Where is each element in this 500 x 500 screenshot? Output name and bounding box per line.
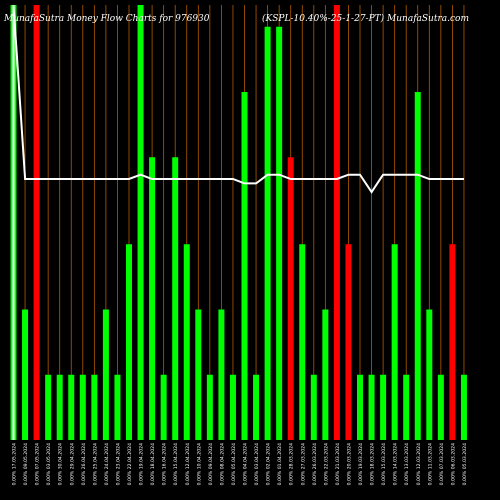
bar-up — [380, 374, 387, 440]
x-tick-label: 0.00% 15.04.2024 — [173, 443, 179, 485]
bar-up — [91, 374, 98, 440]
x-tick-label: 0.00% 29.04.2024 — [69, 443, 75, 485]
x-tick-label: 0.00% 26.03.2024 — [312, 443, 318, 485]
x-tick-label: 0.00% 19.04.2024 — [139, 443, 145, 485]
x-tick-label: 0.00% 01.04.2024 — [277, 443, 283, 485]
bar-up — [391, 244, 398, 440]
bar-down — [333, 5, 340, 440]
bar-up — [403, 374, 410, 440]
bar-up — [253, 374, 260, 440]
bar-up — [299, 244, 306, 440]
x-tick-label: 0.00% 22.03.2024 — [323, 443, 329, 485]
x-tick-label: 0.00% 18.04.2024 — [150, 443, 156, 485]
x-tick-label: 0.00% 15.03.2024 — [381, 443, 387, 485]
x-tick-label: 0.00% 02.04.2024 — [266, 443, 272, 485]
bar-up — [114, 374, 121, 440]
x-tick-label: 0.00% 07.05.2024 — [35, 443, 41, 485]
bar-up — [137, 5, 144, 440]
x-tick-label: 0.00% 20.03.2024 — [346, 443, 352, 485]
x-tick-label: 0.00% 12.04.2024 — [185, 443, 191, 485]
x-tick-label: 0.00% 25.04.2024 — [92, 443, 98, 485]
bar-up — [229, 374, 236, 440]
x-tick-label: 0.00% 11.03.2024 — [427, 443, 433, 485]
bar-up — [322, 309, 329, 440]
x-tick-label: 0.00% 09.04.2024 — [208, 443, 214, 485]
x-tick-label: 0.00% 24.04.2024 — [104, 443, 110, 485]
x-tick-label: 0.00% 06.03.2024 — [450, 443, 456, 485]
bar-up — [310, 374, 317, 440]
bar-up — [368, 374, 375, 440]
x-tick-label: 0.00% 10.04.2024 — [196, 443, 202, 485]
bar-up — [460, 374, 467, 440]
bar-up — [149, 157, 156, 440]
bar-down — [345, 244, 352, 440]
x-tick-label: 0.00% 05.03.2024 — [462, 443, 468, 485]
x-tick-label: 0.00% 30.04.2024 — [58, 443, 64, 485]
bar-down — [449, 244, 456, 440]
x-tick-label: 0.00% 17.05.2024 — [12, 443, 18, 485]
x-tick-label: 0.00% 03.05.2024 — [46, 443, 52, 485]
x-tick-label: 0.00% 07.03.2024 — [439, 443, 445, 485]
x-tick-label: 0.00% 23.04.2024 — [115, 443, 121, 485]
x-tick-label: 0.00% 19.03.2024 — [358, 443, 364, 485]
money-flow-line — [12, 4, 464, 440]
bar-up — [172, 157, 179, 440]
x-tick-label: 0.00% 04.04.2024 — [243, 443, 249, 485]
x-tick-label: 0.00% 03.04.2024 — [254, 443, 260, 485]
bar-up — [241, 92, 248, 440]
bar-up — [79, 374, 86, 440]
x-tick-label: 0.00% 18.03.2024 — [370, 443, 376, 485]
bar-up — [68, 374, 75, 440]
x-tick-label: 0.00% 28.03.2024 — [289, 443, 295, 485]
bar-up — [102, 309, 109, 440]
x-tick-label: 0.00% 05.04.2024 — [231, 443, 237, 485]
chart-title-left: MunafaSutra Money Flow Charts for 976930 — [4, 14, 210, 24]
bar-up — [218, 309, 225, 440]
bar-up — [195, 309, 202, 440]
bar-up — [206, 374, 213, 440]
bar-up — [126, 244, 132, 440]
bar-up — [276, 26, 283, 440]
x-tick-label: 0.00% 26.04.2024 — [81, 443, 87, 485]
x-tick-label: 0.00% 09.05.2024 — [23, 443, 29, 485]
bar-down — [287, 157, 294, 440]
bar-up — [160, 374, 167, 440]
x-tick-label: 0.00% 13.03.2024 — [404, 443, 410, 485]
bar-up — [437, 374, 444, 440]
x-tick-label: 0.00% 12.03.2024 — [416, 443, 422, 485]
bar-up — [56, 374, 63, 440]
bar-up — [264, 26, 271, 440]
bar-up — [414, 92, 421, 440]
bar-up — [426, 309, 433, 440]
x-tick-label: 0.00% 21.03.2024 — [335, 443, 341, 485]
bar-down — [33, 5, 40, 440]
x-tick-label: 0.00% 16.04.2024 — [162, 443, 168, 485]
chart-title-right: (KSPL-10.40%-25-1-27-PT) MunafaSutra.com — [262, 14, 469, 24]
bar-up — [22, 309, 29, 440]
bar-up — [183, 244, 190, 440]
bar-up — [357, 374, 363, 440]
bar-up — [45, 374, 52, 440]
x-tick-label: 0.00% 22.04.2024 — [127, 443, 133, 485]
x-tick-label: 0.00% 27.03.2024 — [300, 443, 306, 485]
x-tick-label: 0.00% 08.04.2024 — [219, 443, 225, 485]
x-tick-label: 0.00% 14.03.2024 — [393, 443, 399, 485]
